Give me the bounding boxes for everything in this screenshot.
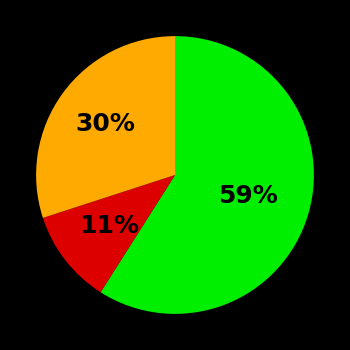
Text: 59%: 59% <box>218 184 278 208</box>
Wedge shape <box>100 36 314 314</box>
Text: 11%: 11% <box>79 214 139 238</box>
Wedge shape <box>36 36 175 218</box>
Text: 30%: 30% <box>75 112 135 136</box>
Wedge shape <box>43 175 175 292</box>
